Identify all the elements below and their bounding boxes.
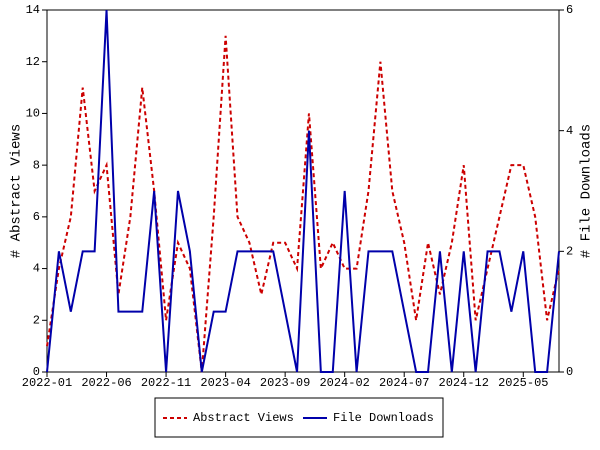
x-tick-label: 2024-12 xyxy=(439,376,489,390)
y2-tick-label: 2 xyxy=(566,245,573,259)
y2-tick-label: 0 xyxy=(566,365,573,379)
x-tick-label: 2022-01 xyxy=(22,376,72,390)
y-tick-label: 14 xyxy=(26,3,40,17)
y-tick-label: 12 xyxy=(26,55,40,69)
y-tick-label: 2 xyxy=(33,313,40,327)
y-axis-title: # Abstract Views xyxy=(9,124,25,258)
y-tick-label: 4 xyxy=(33,262,40,276)
x-tick-label: 2023-04 xyxy=(200,376,250,390)
x-tick-label: 2024-07 xyxy=(379,376,429,390)
y-tick-label: 6 xyxy=(33,210,40,224)
y-tick-label: 0 xyxy=(33,365,40,379)
x-tick-label: 2023-09 xyxy=(260,376,310,390)
y2-tick-label: 4 xyxy=(566,124,573,138)
legend-label: File Downloads xyxy=(333,411,434,425)
y-tick-label: 10 xyxy=(26,107,40,121)
x-tick-label: 2025-05 xyxy=(498,376,548,390)
x-tick-label: 2022-06 xyxy=(81,376,131,390)
series-line xyxy=(46,9,560,373)
x-tick-label: 2024-02 xyxy=(319,376,369,390)
legend-box xyxy=(154,397,444,438)
series-line xyxy=(46,35,560,373)
legend-label: Abstract Views xyxy=(193,411,294,425)
plot-frame xyxy=(46,9,560,373)
y2-tick-label: 6 xyxy=(566,3,573,17)
x-tick-label: 2022-11 xyxy=(141,376,191,390)
y-tick-label: 8 xyxy=(33,158,40,172)
y2-axis-title: # File Downloads xyxy=(579,124,595,258)
